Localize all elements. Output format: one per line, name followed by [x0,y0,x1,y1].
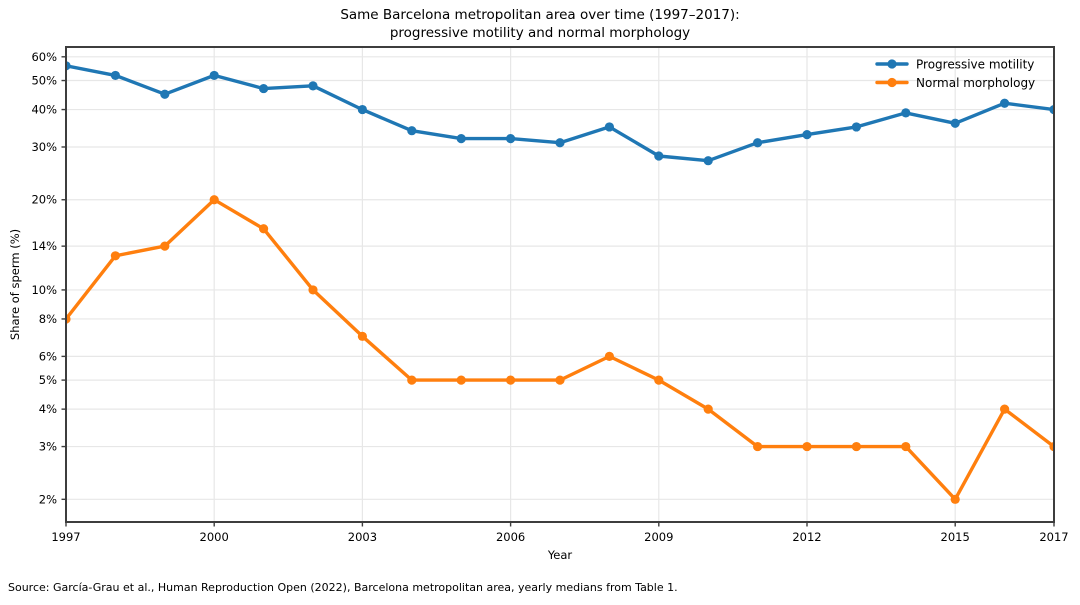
data-point-normal-morphology-2014 [901,441,911,452]
y-tick-label-10: 10% [31,283,57,297]
data-point-normal-morphology-1997 [66,314,71,324]
y-tick-label-5: 5% [39,373,57,387]
source-note: Source: García-Grau et al., Human Reprod… [8,581,678,594]
x-tick-label-2000: 2000 [200,530,229,544]
data-point-progressive-motility-2012 [802,129,812,140]
data-point-normal-morphology-2008 [604,351,615,361]
data-point-normal-morphology-1998 [110,251,120,261]
data-point-progressive-motility-2002 [308,81,318,91]
data-point-progressive-motility-2010 [703,156,713,166]
data-point-normal-morphology-2007 [555,375,565,385]
data-point-normal-morphology-2010 [703,404,713,414]
legend-marker-normal-morphology [887,77,897,88]
y-axis-label: Share of sperm (%) [8,229,22,340]
x-tick-label-2006: 2006 [496,530,525,544]
data-point-progressive-motility-2003 [357,104,367,115]
data-point-progressive-motility-2001 [259,83,269,94]
data-point-normal-morphology-2006 [506,375,516,385]
x-axis-label: Year [547,548,573,562]
data-point-progressive-motility-1999 [160,89,170,99]
y-tick-label-50: 50% [31,74,57,88]
y-tick-label-2: 2% [39,492,57,506]
data-point-normal-morphology-2004 [407,375,417,385]
legend-marker-progressive-motility [887,59,897,69]
series-progressive-motility [66,61,1054,166]
data-point-normal-morphology-2002 [308,285,318,295]
data-point-progressive-motility-2006 [506,133,516,144]
series-normal-morphology [66,195,1054,504]
data-point-progressive-motility-2017 [1049,104,1054,115]
x-tick-label-2009: 2009 [644,530,673,544]
data-point-progressive-motility-2007 [555,138,565,148]
legend-item-progressive-motility: Progressive motility [875,58,1034,72]
y-tick-label-20: 20% [31,193,57,207]
series-layer [66,61,1054,504]
legend-label-normal-morphology: Normal morphology [916,76,1035,90]
y-tick-label-6: 6% [39,349,57,363]
x-tick-label-2012: 2012 [792,530,821,544]
data-point-progressive-motility-2011 [753,138,763,148]
legend-label-progressive-motility: Progressive motility [916,58,1034,72]
data-point-progressive-motility-2000 [209,70,219,81]
chart-title: Same Barcelona metropolitan area over ti… [0,7,1080,42]
data-point-normal-morphology-2016 [1000,404,1010,414]
data-point-progressive-motility-2014 [901,108,911,118]
data-point-normal-morphology-2015 [950,494,960,504]
y-tick-label-14: 14% [31,239,57,253]
data-point-normal-morphology-2009 [654,375,664,385]
data-point-normal-morphology-2003 [357,331,367,341]
data-point-normal-morphology-2001 [259,224,269,234]
data-point-progressive-motility-2004 [407,126,417,136]
legend: Progressive motility Normal morphology [875,58,1035,90]
data-point-progressive-motility-2013 [851,122,862,132]
data-point-progressive-motility-1998 [110,70,120,81]
x-tick-label-2017: 2017 [1039,530,1068,544]
data-point-normal-morphology-2005 [456,375,466,385]
y-tick-label-60: 60% [31,50,57,64]
y-tick-label-3: 3% [39,440,57,454]
data-point-progressive-motility-2009 [654,151,664,161]
data-point-normal-morphology-2011 [753,441,763,452]
data-point-normal-morphology-1999 [160,241,170,251]
chart-title-line1: Same Barcelona metropolitan area over ti… [340,7,740,23]
data-point-progressive-motility-2005 [456,133,466,144]
data-point-normal-morphology-2012 [802,441,812,452]
data-point-progressive-motility-2015 [950,118,960,128]
y-tick-label-30: 30% [31,140,57,154]
data-point-progressive-motility-1997 [66,61,71,71]
data-point-normal-morphology-2017 [1049,441,1054,452]
plot-background [66,47,1054,522]
data-point-normal-morphology-2013 [851,441,862,452]
x-tick-label-2015: 2015 [941,530,970,544]
data-point-normal-morphology-2000 [209,195,219,205]
x-tick-label-1997: 1997 [51,530,80,544]
y-tick-label-8: 8% [39,312,57,326]
plot-border [65,46,1055,523]
legend-item-normal-morphology: Normal morphology [875,76,1035,90]
x-tick-label-2003: 2003 [348,530,377,544]
y-tick-label-40: 40% [31,103,57,117]
data-point-progressive-motility-2008 [604,122,615,132]
y-tick-label-4: 4% [39,402,57,416]
chart-title-line2: progressive motility and normal morpholo… [389,24,691,41]
data-point-progressive-motility-2016 [1000,98,1010,108]
